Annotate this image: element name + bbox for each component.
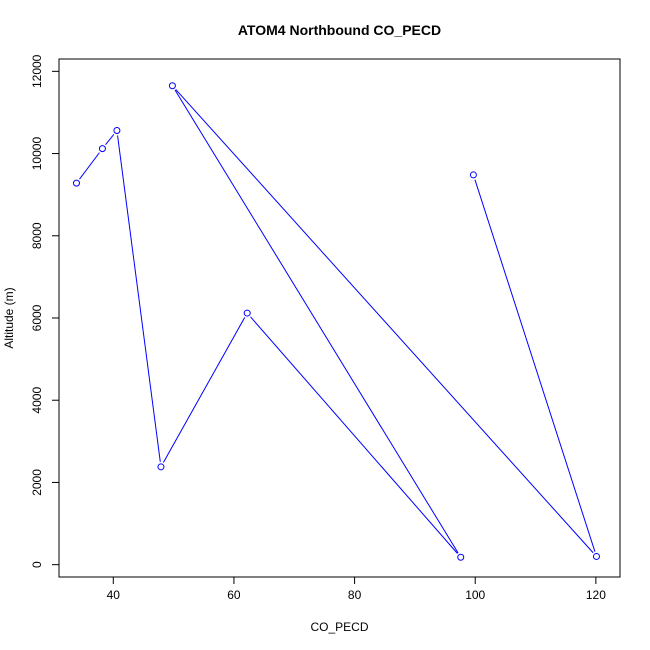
series-segment — [117, 135, 161, 462]
series-segment — [174, 89, 459, 554]
x-tick-label: 40 — [107, 588, 121, 602]
data-point — [98, 145, 106, 153]
data-point — [469, 171, 477, 179]
data-point — [157, 463, 165, 471]
x-tick-label: 80 — [348, 588, 362, 602]
y-tick-label: 10000 — [30, 137, 44, 171]
data-point — [592, 552, 600, 560]
y-tick-label: 6000 — [30, 304, 44, 331]
y-tick-label: 4000 — [30, 387, 44, 414]
data-point — [72, 179, 80, 187]
series-segment — [175, 89, 594, 554]
plot-frame — [58, 58, 621, 578]
series-segment — [250, 316, 458, 554]
series-segment — [474, 179, 596, 552]
x-tick-label: 120 — [586, 588, 606, 602]
data-point — [243, 309, 251, 317]
x-axis-label: CO_PECD — [310, 620, 368, 634]
series-segment — [79, 152, 100, 180]
series-segment — [105, 134, 115, 146]
y-tick-label: 8000 — [30, 222, 44, 249]
chart-title: ATOM4 Northbound CO_PECD — [238, 22, 441, 38]
y-axis-label: Altitude (m) — [2, 287, 16, 348]
y-tick-label: 2000 — [30, 469, 44, 496]
series-layer — [72, 82, 600, 561]
y-axis: 0 2000 4000 6000 8000 10000 12000 — [30, 54, 60, 568]
y-tick-label: 12000 — [30, 54, 44, 88]
data-point — [457, 553, 465, 561]
data-point — [113, 127, 121, 135]
x-tick-label: 100 — [465, 588, 485, 602]
x-axis: 40 60 80 100 120 — [107, 576, 606, 602]
data-point — [168, 82, 176, 90]
series-segment — [162, 317, 246, 463]
x-tick-label: 60 — [227, 588, 241, 602]
y-tick-label: 0 — [30, 561, 44, 568]
